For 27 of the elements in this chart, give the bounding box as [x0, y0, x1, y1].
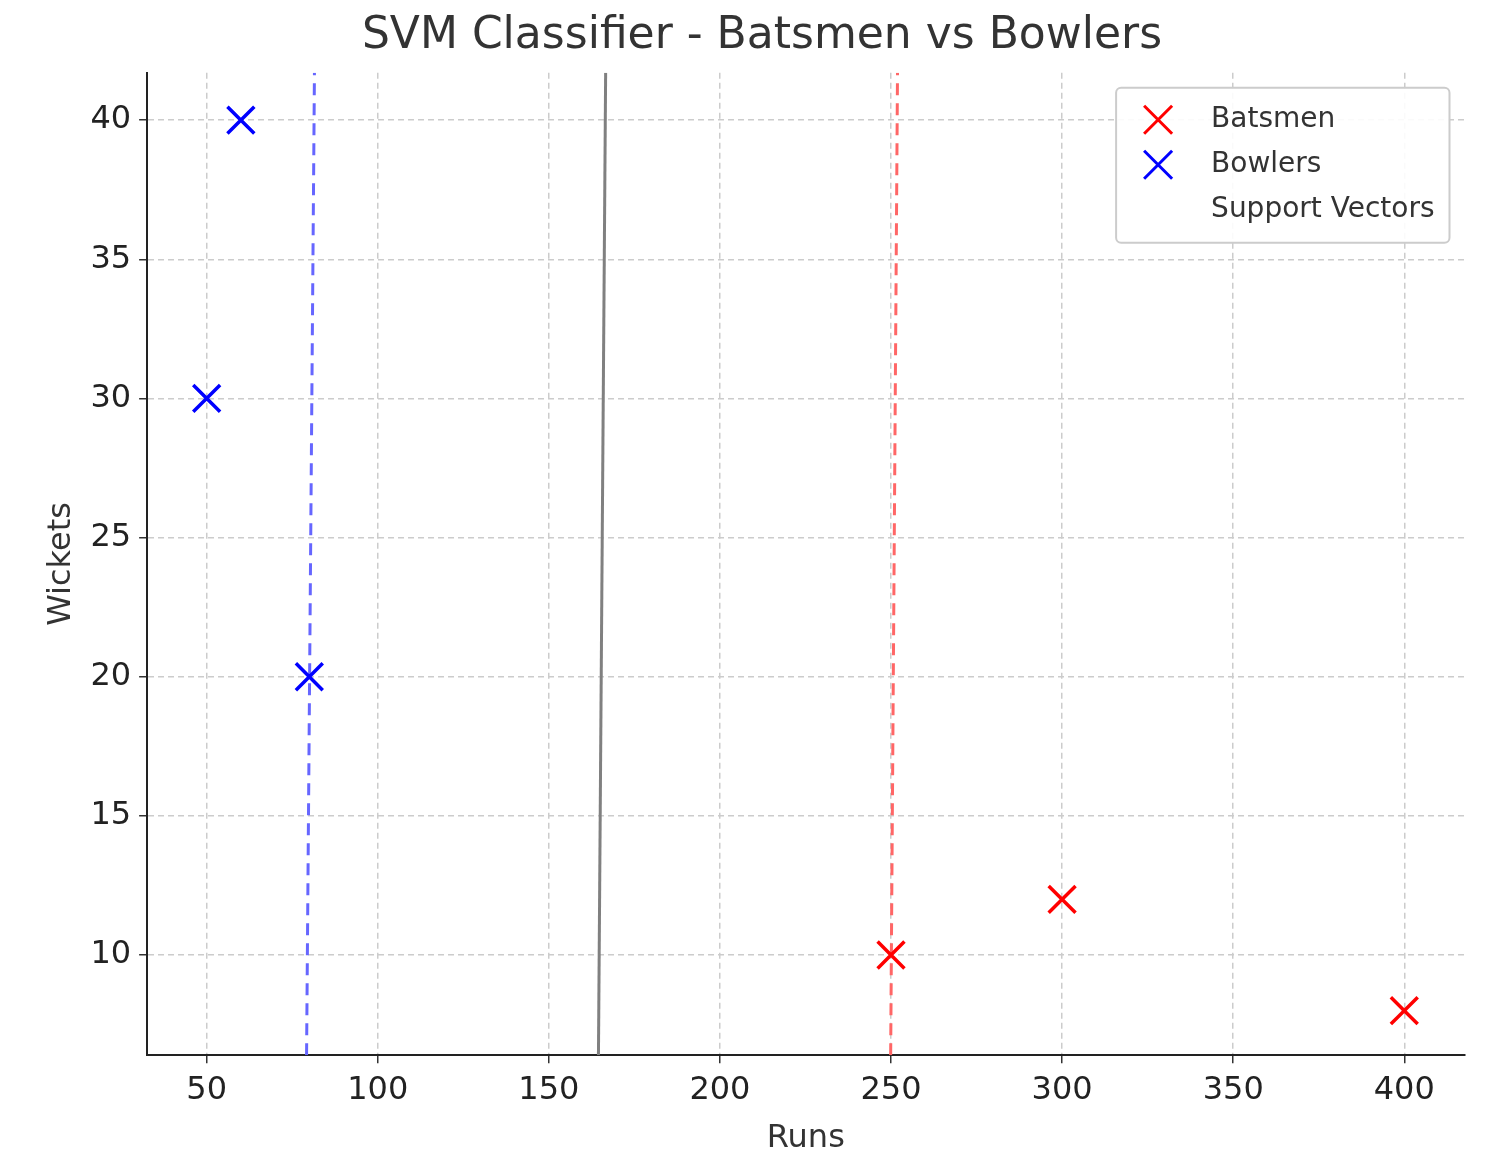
x-tick-label: 350 [1202, 1068, 1264, 1107]
y-axis-title: Wickets [39, 502, 78, 626]
y-tick-label: 10 [90, 933, 132, 972]
point [1389, 995, 1420, 1026]
y-tick-label: 40 [90, 98, 132, 137]
x-tick-label: 50 [186, 1068, 228, 1107]
legend-label: Batsmen [1211, 101, 1336, 135]
text: Support Vectors [1211, 191, 1435, 225]
point [1046, 884, 1078, 915]
y-tick-label: 15 [90, 794, 132, 833]
y-tick-label: 35 [90, 237, 132, 276]
legend-label: Bowlers [1211, 146, 1322, 180]
x-tick-label: 250 [860, 1068, 922, 1107]
y-tick-label: 30 [90, 376, 132, 415]
x-tick-label: 200 [689, 1068, 751, 1107]
x-tick-label: 100 [347, 1068, 409, 1107]
chart-title: SVM Classifier - Batsmen vs Bowlers [361, 6, 1163, 58]
x-tick-label: 400 [1373, 1068, 1435, 1107]
point [191, 383, 222, 414]
x-tick-label: 300 [1031, 1068, 1093, 1107]
x-tick-label: 150 [518, 1068, 580, 1107]
y-tick-label: 25 [90, 515, 132, 554]
point [225, 104, 257, 136]
point [875, 939, 907, 971]
y-tick-label: 20 [90, 655, 132, 694]
x-axis-title: Runs [766, 1117, 845, 1156]
point [294, 661, 325, 692]
